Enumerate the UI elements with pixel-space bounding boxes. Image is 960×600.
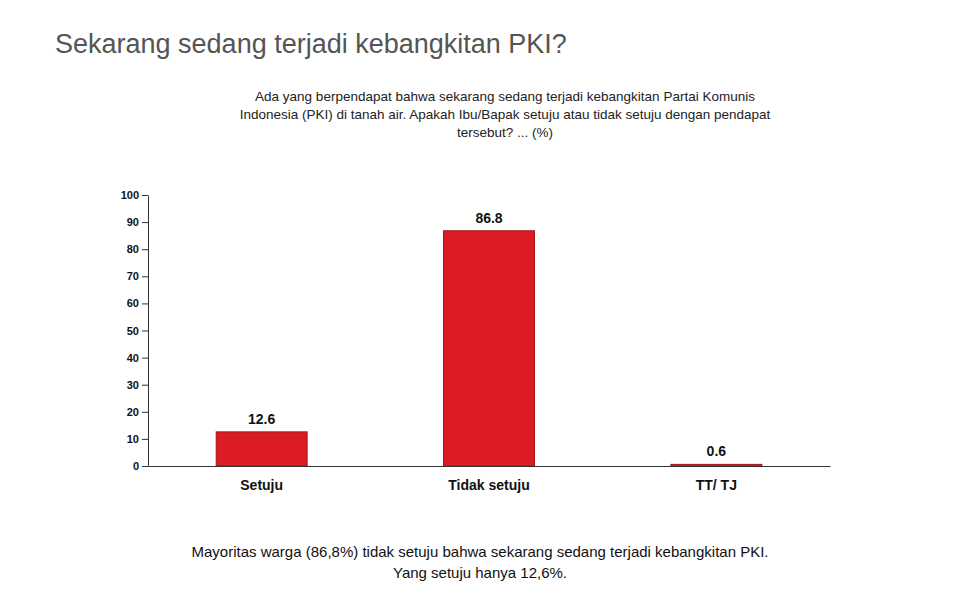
x-tick-label: Tidak setuju xyxy=(448,477,529,493)
y-tick-label: 0 xyxy=(133,460,139,472)
chart-svg: Sekarang sedang terjadi kebangkitan PKI?… xyxy=(0,0,960,600)
y-tick-label: 90 xyxy=(127,216,139,228)
y-tick-mark xyxy=(142,358,148,359)
x-tick: TT/ TJ xyxy=(696,477,737,493)
y-tick-mark xyxy=(142,249,148,250)
y-tick-label: 60 xyxy=(127,297,139,309)
y-tick-mark xyxy=(142,412,148,413)
bar xyxy=(671,464,762,466)
y-tick-mark xyxy=(142,195,148,196)
data-labels: 12.6 86.8 0.6 xyxy=(248,210,726,460)
y-tick-mark xyxy=(142,303,148,304)
chart-container: Sekarang sedang terjadi kebangkitan PKI?… xyxy=(0,0,960,600)
annotation: Mayoritas warga (86,8%) tidak setuju bah… xyxy=(192,543,769,560)
background xyxy=(0,0,960,600)
bar xyxy=(444,231,535,466)
y-tick: 20 xyxy=(127,406,148,418)
subtitle: Ada yang berpendapat bahwa sekarang seda… xyxy=(255,89,755,104)
x-tick: Tidak setuju xyxy=(448,477,529,493)
data-label: 12.6 xyxy=(248,411,275,427)
y-tick-mark xyxy=(142,276,148,277)
y-tick-mark xyxy=(142,222,148,223)
y-tick-mark xyxy=(142,439,148,440)
y-tick: 30 xyxy=(127,379,148,391)
y-tick-label: 70 xyxy=(127,270,139,282)
y-tick: 40 xyxy=(127,352,148,364)
y-tick: 100 xyxy=(121,189,148,201)
annotation: Yang setuju hanya 12,6%. xyxy=(393,564,567,581)
y-tick-label: 50 xyxy=(127,325,139,337)
y-tick: 50 xyxy=(127,325,148,337)
subtitle: Indonesia (PKI) di tanah air. Apakah Ibu… xyxy=(240,107,771,122)
title: Sekarang sedang terjadi kebangkitan PKI? xyxy=(55,29,567,59)
y-tick-mark xyxy=(142,331,148,332)
y-tick: 0 xyxy=(133,460,148,472)
y-tick-label: 30 xyxy=(127,379,139,391)
y-tick: 90 xyxy=(127,216,148,228)
y-tick-label: 100 xyxy=(121,189,139,201)
y-tick: 60 xyxy=(127,297,148,309)
data-label: 86.8 xyxy=(475,210,502,226)
x-axis: Setuju Tidak setuju TT/ TJ xyxy=(149,467,831,493)
subtitle: tersebut? ... (%) xyxy=(457,125,553,140)
data-label: 0.6 xyxy=(707,443,727,459)
y-tick-label: 20 xyxy=(127,406,139,418)
x-tick-label: Setuju xyxy=(240,477,283,493)
y-axis-line xyxy=(148,196,149,467)
x-tick: Setuju xyxy=(240,477,283,493)
bar xyxy=(216,432,307,466)
y-axis: 0 10 20 30 40 50 60 70 80 90 100 xyxy=(121,189,149,472)
y-tick-label: 10 xyxy=(127,433,139,445)
x-tick-label: TT/ TJ xyxy=(696,477,737,493)
y-tick-mark xyxy=(142,385,148,386)
y-tick-mark xyxy=(142,466,148,467)
y-tick-label: 40 xyxy=(127,352,139,364)
y-tick: 10 xyxy=(127,433,148,445)
y-tick: 80 xyxy=(127,243,148,255)
x-axis-line xyxy=(149,466,831,467)
y-tick-label: 80 xyxy=(127,243,139,255)
bars xyxy=(216,231,762,466)
y-tick: 70 xyxy=(127,270,148,282)
